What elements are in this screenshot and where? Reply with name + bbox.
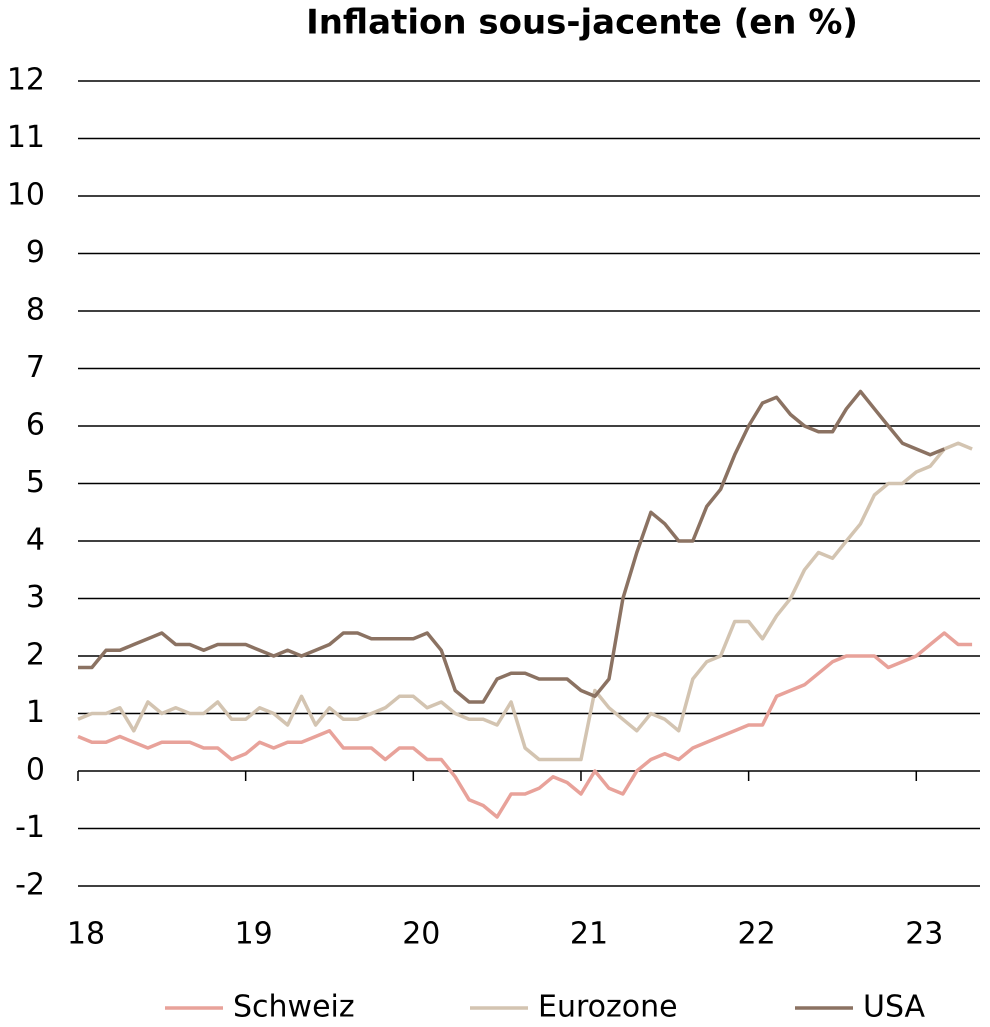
legend-label: Schweiz bbox=[233, 990, 355, 1025]
y-tick-label: 4 bbox=[26, 523, 45, 558]
y-tick-label: 3 bbox=[26, 580, 45, 615]
y-tick-label: 11 bbox=[7, 120, 45, 155]
y-tick-label: 10 bbox=[7, 178, 45, 213]
y-tick-label: 5 bbox=[26, 465, 45, 500]
y-tick-label: 8 bbox=[26, 293, 45, 328]
y-tick-label: 2 bbox=[26, 638, 45, 673]
y-tick-label: 1 bbox=[26, 695, 45, 730]
y-tick-label: 0 bbox=[26, 753, 45, 788]
y-tick-label: 6 bbox=[26, 408, 45, 443]
series-line bbox=[77, 441, 973, 762]
x-tick-label: 21 bbox=[570, 917, 608, 952]
chart-title: Inflation sous-jacente (en %) bbox=[306, 3, 858, 43]
legend-label: Eurozone bbox=[538, 990, 678, 1025]
y-tick-label: -1 bbox=[15, 810, 45, 845]
y-tick-label: 12 bbox=[7, 63, 45, 98]
x-tick-label: 23 bbox=[905, 917, 943, 952]
x-tick-label: 20 bbox=[402, 917, 440, 952]
series-line bbox=[78, 389, 945, 704]
y-tick-label: -2 bbox=[15, 868, 45, 903]
x-tick-label: 19 bbox=[235, 917, 273, 952]
x-tick-label: 18 bbox=[67, 917, 105, 952]
y-tick-label: 9 bbox=[26, 235, 45, 270]
legend-label: USA bbox=[863, 990, 926, 1025]
x-tick-label: 22 bbox=[738, 917, 776, 952]
y-tick-label: 7 bbox=[26, 350, 45, 385]
series-line bbox=[77, 631, 973, 819]
